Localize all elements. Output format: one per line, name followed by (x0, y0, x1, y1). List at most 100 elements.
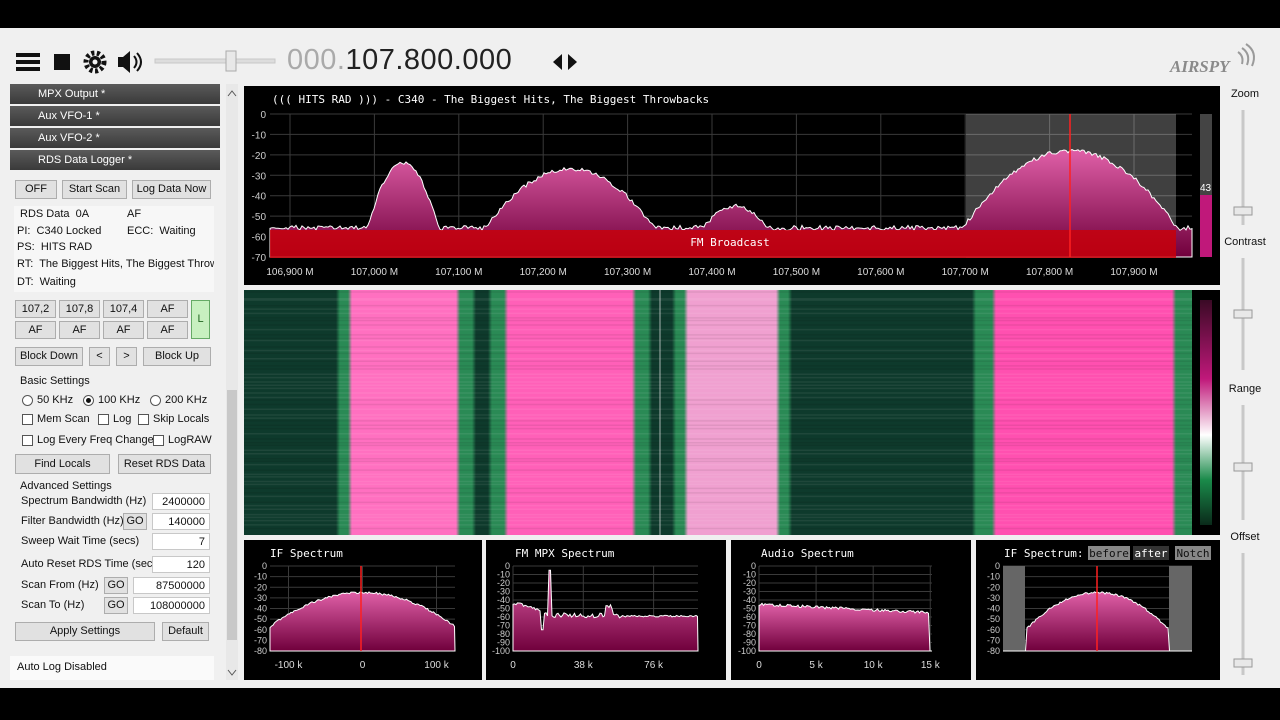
y-tick-label: -40 (743, 595, 756, 605)
mode-button[interactable] (1175, 546, 1211, 560)
frequency-display[interactable]: 000.107.800.000 (287, 44, 512, 77)
x-tick-label: 0 (756, 660, 762, 671)
x-tick-label: 107,900 M (1110, 267, 1157, 278)
slider-thumb[interactable] (1233, 462, 1253, 472)
y-tick-label: -40 (497, 595, 510, 605)
radio[interactable] (150, 395, 161, 406)
checkbox[interactable] (98, 414, 109, 425)
mode-button-label: before (1089, 547, 1129, 560)
go-button[interactable]: GO (104, 577, 128, 594)
y-tick-label: -10 (987, 572, 1000, 582)
section-header[interactable]: MPX Output * (10, 84, 220, 104)
button[interactable]: Find Locals (15, 454, 110, 474)
checkbox[interactable] (138, 414, 149, 425)
button[interactable]: > (116, 347, 137, 366)
af-button[interactable]: AF (15, 321, 56, 339)
rds-field: PS: HITS RAD (17, 242, 93, 253)
button[interactable]: Block Down (15, 347, 83, 366)
button[interactable]: Log Data Now (132, 180, 211, 199)
section-header[interactable]: Aux VFO-1 * (10, 106, 220, 126)
scroll-up[interactable] (227, 90, 237, 97)
stop-icon[interactable] (54, 54, 70, 70)
scrollbar-thumb[interactable] (227, 390, 237, 640)
x-tick-label: 0 (510, 660, 516, 671)
setting-input[interactable]: 7 (152, 533, 210, 550)
rds-field: PI: C340 Locked (17, 226, 102, 237)
band-label: FM Broadcast (690, 236, 769, 249)
mini-title: IF Spectrum: (1004, 547, 1083, 560)
y-tick-label: 0 (262, 561, 267, 571)
af-button[interactable]: AF (147, 300, 188, 318)
y-tick-label: -70 (743, 621, 756, 631)
rds-info-box (14, 206, 214, 292)
y-tick-label: -80 (254, 646, 267, 656)
setting-label: Sweep Wait Time (secs) (21, 535, 140, 547)
slider-thumb[interactable] (1233, 309, 1253, 319)
af-button[interactable]: 107,4 (103, 300, 144, 318)
y-tick-label: 0 (995, 561, 1000, 571)
af-button[interactable]: AF (147, 321, 188, 339)
radio-label: 200 KHz (165, 394, 208, 406)
radio[interactable] (22, 395, 33, 406)
button[interactable]: Apply Settings (15, 622, 155, 641)
logo-waves (1237, 43, 1255, 67)
scroll-down[interactable] (227, 669, 237, 676)
go-button[interactable]: GO (123, 513, 147, 530)
x-tick-label: 107,100 M (435, 267, 482, 278)
slider-thumb[interactable] (1233, 206, 1253, 216)
button[interactable]: Start Scan (62, 180, 127, 199)
af-button[interactable]: 107,8 (59, 300, 100, 318)
y-tick-label: -80 (497, 629, 510, 639)
mini-title: Audio Spectrum (761, 547, 854, 560)
mini-spectrum (758, 602, 932, 652)
level-bar (1200, 195, 1212, 257)
y-tick-label: -70 (497, 621, 510, 631)
slider-thumb[interactable] (1233, 658, 1253, 668)
af-button[interactable]: AF (59, 321, 100, 339)
settings-icon[interactable] (83, 50, 107, 74)
y-tick-label: -30 (497, 587, 510, 597)
tune-arrows[interactable] (553, 54, 577, 70)
x-tick-label: 38 k (574, 660, 594, 671)
button[interactable]: OFF (15, 180, 57, 199)
setting-input[interactable]: 2400000 (152, 493, 210, 510)
setting-input[interactable]: 120 (152, 556, 210, 573)
section-header[interactable]: Aux VFO-2 * (10, 128, 220, 148)
level-label: 43 (1200, 183, 1212, 194)
y-tick-label: -20 (497, 578, 510, 588)
setting-label: Filter Bandwidth (Hz) (21, 515, 124, 527)
slider-label: Range (1229, 383, 1261, 395)
setting-label: Spectrum Bandwidth (Hz) (21, 495, 147, 507)
go-button[interactable]: GO (104, 597, 128, 614)
x-tick-label: 15 k (921, 660, 941, 671)
volume-thumb[interactable] (225, 50, 237, 72)
y-tick-label: -30 (987, 593, 1000, 603)
rds-field: RDS Data 0A (20, 209, 90, 220)
status: Auto Log Disabled (17, 661, 107, 673)
y-tick-label: -50 (987, 614, 1000, 624)
checkbox[interactable] (22, 435, 33, 446)
setting-input[interactable]: 140000 (152, 513, 210, 530)
y-tick-label: -70 (254, 635, 267, 645)
x-tick-label: 107,500 M (773, 267, 820, 278)
button[interactable]: Default (162, 622, 209, 641)
y-tick-label: -70 (252, 253, 267, 264)
menu-icon[interactable] (16, 53, 40, 71)
section-header[interactable]: RDS Data Logger * (10, 150, 220, 170)
checkbox[interactable] (22, 414, 33, 425)
mode-button[interactable] (1133, 546, 1169, 560)
checkbox[interactable] (153, 435, 164, 446)
setting-input[interactable]: 87500000 (133, 577, 210, 594)
button[interactable]: Block Up (143, 347, 211, 366)
af-button[interactable]: AF (103, 321, 144, 339)
setting-input[interactable]: 108000000 (133, 597, 210, 614)
audio-icon[interactable] (118, 51, 142, 73)
volume-track[interactable] (154, 58, 276, 64)
mode-button[interactable] (1088, 546, 1130, 560)
button[interactable]: < (89, 347, 110, 366)
af-button[interactable]: 107,2 (15, 300, 56, 318)
x-tick-label: 107,300 M (604, 267, 651, 278)
button[interactable]: Reset RDS Data (118, 454, 211, 474)
radio-dot (86, 398, 91, 403)
